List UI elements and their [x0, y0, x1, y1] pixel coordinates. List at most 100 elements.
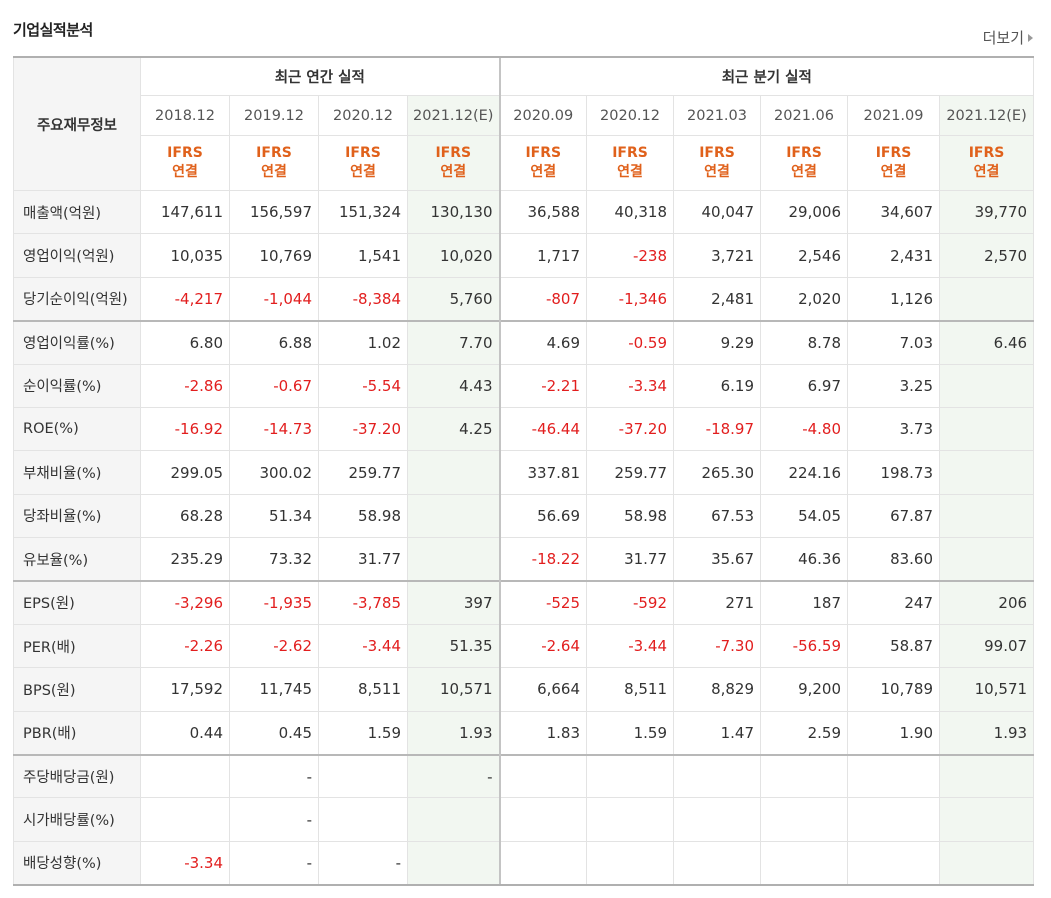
table-row: 당좌비율(%) 68.28 51.34 58.98 56.69 58.98 67.53 54.… [13, 493, 1035, 539]
table-cell: 40,318 [586, 189, 675, 235]
table-cell: 8,829 [673, 667, 762, 712]
table-cell: 259.77 [586, 450, 675, 495]
period-label: 2020.12 [600, 107, 660, 124]
period-label: 2020.12 [333, 107, 393, 124]
ifrs-label: IFRS [968, 145, 1005, 161]
period-header: 2021.12(E) [939, 95, 1035, 136]
table-cell [498, 797, 588, 842]
table-cell: -46.44 [498, 406, 588, 452]
table-cell: 1.59 [318, 710, 408, 756]
table-cell: 1.93 [939, 710, 1035, 756]
consolidated-label: 연결 [704, 164, 730, 180]
table-cell: 2,570 [939, 233, 1035, 278]
consolidated-label: 연결 [350, 164, 376, 180]
table-cell: 198.73 [847, 450, 941, 495]
table-cell: 3.73 [847, 406, 941, 452]
table-row: 배당성향(%) -3.34- - [13, 840, 1035, 886]
table-cell [939, 797, 1035, 842]
table-cell [939, 406, 1035, 452]
row-label: 순이익률(%) [13, 363, 141, 408]
table-row: 부채비율(%) 299.05 300.02 259.77 337.81 259.77 265… [13, 450, 1035, 495]
table-cell: 3.25 [847, 363, 941, 408]
table-cell: 300.02 [229, 450, 319, 495]
table-cell: -2.64 [498, 623, 588, 669]
table-cell: 39,770 [939, 189, 1035, 235]
table-cell: -2.26 [140, 623, 230, 669]
table-cell: -3,785 [318, 580, 408, 625]
table-cell [140, 753, 230, 799]
financial-table: 주요재무정보 최근 연간 실적 최근 분기 실적 2018.12 2019.12 2… [13, 56, 1035, 886]
period-label: 2021.12(E) [413, 107, 494, 124]
corner-label: 주요재무정보 [13, 56, 141, 191]
table-cell [939, 450, 1035, 495]
table-cell: - [406, 753, 501, 799]
table-cell: 397 [406, 580, 501, 625]
row-label: 시가배당률(%) [13, 797, 141, 842]
table-cell: -807 [498, 276, 588, 322]
table-cell [498, 753, 588, 799]
table-cell: 1.90 [847, 710, 941, 756]
table-cell: 271 [673, 580, 762, 625]
period-label: 2021.03 [687, 107, 747, 124]
table-row: 시가배당률(%) - [13, 797, 1035, 842]
table-cell: 247 [847, 580, 941, 625]
table-cell: 0.45 [229, 710, 319, 756]
ifrs-label: IFRS [167, 145, 203, 161]
consolidated-label: 연결 [261, 164, 287, 180]
table-cell: -1,935 [229, 580, 319, 625]
table-cell: - [229, 797, 319, 842]
table-cell: 1.47 [673, 710, 762, 756]
ifrs-label: IFRS [699, 145, 735, 161]
table-cell: 73.32 [229, 537, 319, 582]
table-cell: 7.03 [847, 319, 941, 365]
table-cell [586, 797, 675, 842]
table-row: 영업이익률(%) 6.80 6.88 1.02 7.70 4.69 -0.59 9.29 8.7… [13, 319, 1035, 365]
row-label: ROE(%) [13, 406, 141, 452]
table-cell: 40,047 [673, 189, 762, 235]
period-label: 2021.06 [774, 107, 834, 124]
table-cell [939, 363, 1035, 408]
table-cell: -14.73 [229, 406, 319, 452]
table-cell [140, 797, 230, 842]
table-cell: -3.44 [586, 623, 675, 669]
period-label: 2020.09 [513, 107, 574, 124]
row-label: 유보율(%) [13, 537, 141, 582]
table-row: PBR(배) 0.44 0.45 1.59 1.93 1.83 1.59 1.47 2.59 1.… [13, 710, 1035, 756]
row-label: PER(배) [13, 623, 141, 669]
table-cell: 1.02 [318, 319, 408, 365]
row-label: PBR(배) [13, 710, 141, 756]
table-cell: - [318, 840, 408, 886]
table-cell: 6.46 [939, 319, 1035, 365]
table-cell: -56.59 [760, 623, 849, 669]
table-cell: 31.77 [318, 537, 408, 582]
table-cell: 151,324 [318, 189, 408, 235]
table-cell [939, 493, 1035, 539]
ifrs-label: IFRS [875, 145, 912, 161]
table-cell [760, 840, 849, 886]
table-cell: -525 [498, 580, 588, 625]
table-cell [586, 840, 675, 886]
table-cell: 1,717 [498, 233, 588, 278]
table-cell: -1,346 [586, 276, 675, 322]
table-cell: 99.07 [939, 623, 1035, 669]
table-cell: - [229, 753, 319, 799]
ifrs-badge: IFRS 연결 [939, 135, 1035, 191]
table-cell: 46.36 [760, 537, 849, 582]
table-cell [406, 537, 501, 582]
table-cell: 6.88 [229, 319, 319, 365]
consolidated-label: 연결 [973, 164, 1000, 180]
table-cell: 10,020 [406, 233, 501, 278]
more-link[interactable]: 더보기 [983, 27, 1033, 48]
table-cell: 17,592 [140, 667, 230, 712]
row-label: 부채비율(%) [13, 450, 141, 495]
table-cell: -2.86 [140, 363, 230, 408]
period-header: 2020.09 [498, 95, 588, 136]
table-cell: 7.70 [406, 319, 501, 365]
table-cell [673, 753, 762, 799]
table-row: ROE(%) -16.92 -14.73 -37.20 4.25 -46.44 -37.20… [13, 406, 1035, 452]
table-cell [939, 276, 1035, 322]
table-cell: 10,035 [140, 233, 230, 278]
table-cell: 51.35 [406, 623, 501, 669]
row-label: 영업이익률(%) [13, 319, 141, 365]
period-header: 2020.12 [318, 95, 408, 136]
